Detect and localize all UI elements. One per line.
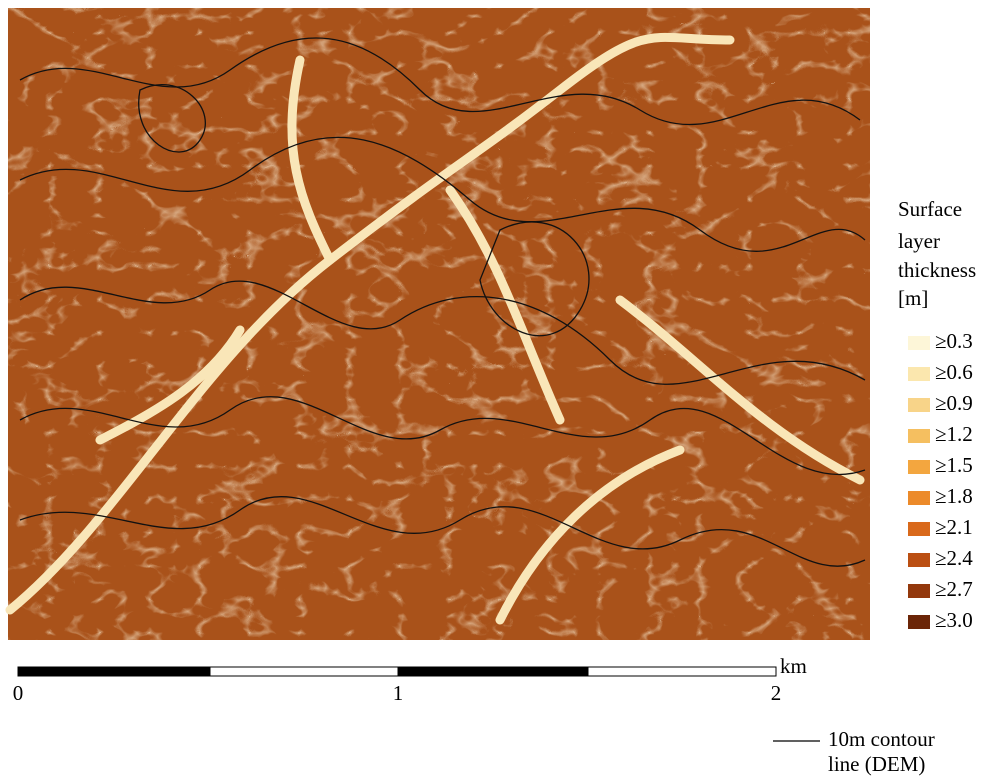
legend-label: ≥1.5: [935, 453, 973, 477]
legend-title: thickness: [898, 258, 976, 282]
valley-texture: [8, 8, 870, 640]
legend-title: layer: [898, 229, 940, 253]
contour-label: 10m contour: [828, 727, 935, 751]
legend-swatch: [908, 336, 930, 350]
legend-swatch: [908, 584, 930, 598]
scale-label: 2: [771, 681, 782, 705]
legend-label: ≥0.3: [935, 329, 973, 353]
scale-unit: km: [780, 654, 807, 678]
legend-label: ≥2.7: [935, 577, 973, 601]
legend-swatch: [908, 553, 930, 567]
legend-swatch: [908, 491, 930, 505]
scale-segment: [210, 667, 398, 676]
legend-label: ≥0.6: [935, 360, 973, 384]
scale-segment: [18, 667, 210, 676]
scale-label: 1: [393, 681, 404, 705]
scale-bar: 0 1 2 km: [13, 654, 807, 705]
map-area: [8, 8, 870, 640]
legend-title: Surface: [898, 197, 962, 221]
contour-legend: 10m contour line (DEM): [773, 727, 935, 776]
legend-label: ≥1.2: [935, 422, 973, 446]
map-figure: Surface layer thickness [m] ≥0.3 ≥0.6 ≥0.9 ≥1.2…: [0, 0, 998, 776]
legend-label: ≥0.9: [935, 391, 973, 415]
contour-label: line (DEM): [828, 752, 925, 776]
scale-label: 0: [13, 681, 24, 705]
scale-segment: [588, 667, 776, 676]
legend-label: ≥2.1: [935, 515, 973, 539]
scale-segment: [398, 667, 588, 676]
legend-title: [m]: [898, 286, 928, 310]
legend-label: ≥3.0: [935, 608, 973, 632]
legend-swatch: [908, 460, 930, 474]
legend-label: ≥2.4: [935, 546, 973, 570]
legend-swatch: [908, 522, 930, 536]
legend: Surface layer thickness [m] ≥0.3 ≥0.6 ≥0.9 ≥1.2…: [898, 197, 976, 632]
legend-swatch: [908, 398, 930, 412]
legend-swatch: [908, 615, 930, 629]
legend-swatch: [908, 429, 930, 443]
legend-swatch: [908, 367, 930, 381]
legend-label: ≥1.8: [935, 484, 973, 508]
